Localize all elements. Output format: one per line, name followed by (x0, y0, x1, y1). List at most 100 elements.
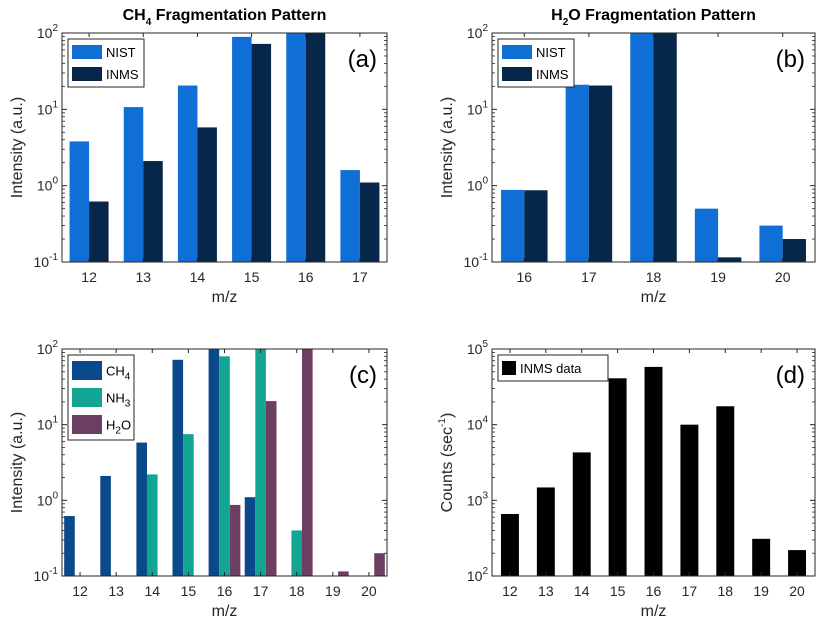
bar-nh3-17 (255, 349, 266, 576)
bar-inms-data-12 (500, 513, 519, 576)
x-tick-label: 17 (682, 583, 698, 599)
x-tick-label: 16 (217, 583, 233, 599)
x-tick-label: 16 (646, 583, 662, 599)
y-tick-label: 10-1 (34, 252, 59, 270)
y-ticks (492, 348, 815, 577)
bar-inms-13 (143, 161, 163, 262)
x-tick-label: 13 (135, 269, 151, 285)
x-tick-label: 12 (81, 269, 97, 285)
legend-swatch-inms (502, 67, 532, 81)
bar-inms-14 (197, 127, 217, 262)
legend: NIST INMS (497, 38, 575, 88)
y-tick-label: 102 (37, 23, 59, 41)
bar-inms-12 (89, 201, 109, 262)
y-tick-label: 10-1 (34, 566, 59, 584)
x-tick-label: 14 (144, 583, 160, 599)
bar-inms-data-14 (572, 452, 591, 576)
legend-label-h2o: H2O (106, 418, 131, 437)
x-axis-label: m/z (641, 289, 667, 306)
bar-nist-13 (123, 107, 144, 263)
y-tick-label: 101 (467, 99, 489, 117)
legend-swatch-ch4 (72, 361, 102, 380)
bar-h2o-18 (302, 349, 313, 576)
x-axis-label: m/z (212, 289, 238, 306)
legend-label-nh3: NH3 (106, 391, 131, 410)
x-axis-label: m/z (212, 603, 238, 620)
bars (501, 33, 806, 262)
bar-nist-16 (286, 33, 306, 262)
x-tick-label: 20 (361, 583, 377, 599)
legend-box (497, 354, 609, 382)
bar-nh3-16 (219, 356, 230, 576)
y-tick-label: 104 (467, 415, 489, 433)
x-tick-label: 14 (190, 269, 206, 285)
bar-nh3-18 (291, 530, 303, 576)
x-tick-label: 13 (538, 583, 554, 599)
bar-nist-17 (565, 84, 589, 262)
bar-inms-15 (251, 43, 272, 262)
x-tick-label: 15 (610, 583, 626, 599)
bar-nh3-15 (183, 434, 194, 576)
bar-inms-data-19 (752, 538, 771, 576)
legend-swatch-inms-data (502, 361, 516, 375)
bar-inms-data-20 (788, 550, 807, 576)
x-tick-label: 12 (502, 583, 518, 599)
bars (69, 33, 380, 263)
x-tick-label: 15 (181, 583, 197, 599)
legend-label-nist: NIST (536, 45, 566, 60)
bar-ch4-15 (172, 359, 184, 576)
y-ticks (62, 32, 387, 263)
chart-a: 10-1 100 101 102 12 13 14 15 16 17 m/z Intensity (a… (9, 7, 388, 306)
bar-ch4-17 (244, 497, 256, 576)
x-tick-label: 19 (753, 583, 769, 599)
y-axis-label: Intensity (a.u.) (9, 412, 26, 513)
bar-inms-data-17 (680, 424, 699, 576)
bar-nist-14 (177, 85, 198, 262)
legend-swatch-h2o (72, 415, 102, 434)
panel-label: (a) (348, 46, 377, 73)
bar-inms-data-15 (608, 378, 627, 576)
chart-title: CH4 Fragmentation Pattern (123, 7, 327, 28)
panel-label: (d) (776, 362, 805, 389)
x-tick-label: 13 (108, 583, 124, 599)
bar-ch4-14 (136, 442, 147, 576)
x-tick-label: 14 (574, 583, 590, 599)
legend: INMS data (497, 354, 609, 382)
x-tick-label: 16 (517, 269, 533, 285)
y-tick-label: 100 (37, 176, 59, 194)
y-tick-label: 10-1 (464, 252, 489, 270)
bar-nist-20 (759, 225, 783, 262)
bar-nist-19 (694, 208, 719, 262)
y-tick-label: 101 (37, 415, 59, 433)
x-tick-label: 18 (717, 583, 733, 599)
x-axis-label: m/z (641, 603, 667, 620)
bar-nist-17 (340, 170, 360, 262)
legend-swatch-nist (72, 45, 102, 59)
bar-nh3-14 (146, 474, 158, 576)
bar-inms-16 (524, 190, 548, 262)
chart-title: H2O Fragmentation Pattern (551, 7, 756, 28)
y-tick-label: 102 (467, 23, 489, 41)
bar-inms-19 (718, 257, 742, 262)
y-tick-label: 101 (37, 99, 59, 117)
x-tick-label: 18 (646, 269, 662, 285)
legend-swatch-nist (502, 45, 532, 59)
bar-ch4-13 (100, 475, 111, 576)
x-tick-label: 18 (289, 583, 305, 599)
y-tick-label: 105 (467, 339, 489, 357)
x-tick-label: 20 (789, 583, 805, 599)
chart-c: 10-1 100 101 102 12 13 14 15 16 17 18 19 20 m/z Intens… (9, 339, 388, 620)
y-tick-label: 102 (37, 339, 59, 357)
y-ticks (492, 32, 815, 263)
y-tick-label: 100 (467, 176, 489, 194)
y-tick-label: 100 (37, 490, 59, 508)
x-tick-label: 20 (775, 269, 791, 285)
x-tick-label: 17 (253, 583, 269, 599)
y-tick-label: 102 (467, 566, 489, 584)
y-axis-label: Counts (sec-1) (437, 413, 456, 513)
legend-swatch-inms (72, 67, 102, 81)
bar-h2o-20 (374, 553, 385, 576)
bars (500, 366, 807, 576)
bar-inms-data-13 (536, 487, 555, 576)
bar-inms-16 (305, 33, 326, 262)
